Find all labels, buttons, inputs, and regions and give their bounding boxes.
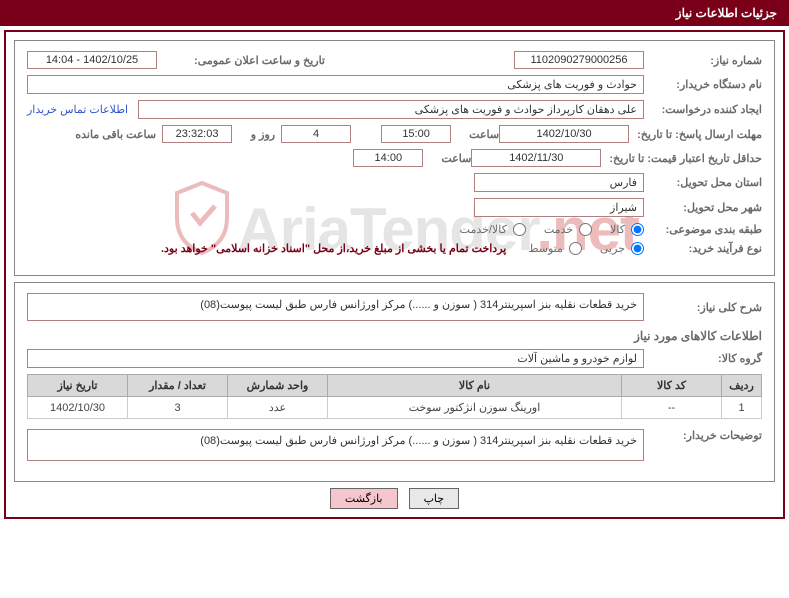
field-ann-date: 1402/10/25 - 14:04 [27,51,157,69]
th-unit: واحد شمارش [228,375,328,397]
goods-table: ردیف کد کالا نام کالا واحد شمارش تعداد /… [27,374,762,419]
label-ann-date: تاریخ و ساعت اعلان عمومی: [165,54,325,67]
radio-medium[interactable] [569,242,582,255]
label-price-validity: حداقل تاریخ اعتبار قیمت: تا تاریخ: [609,152,762,165]
cell-qty: 3 [128,397,228,419]
label-goods-group: گروه کالا: [652,352,762,365]
th-row: ردیف [722,375,762,397]
print-button[interactable]: چاپ [409,488,460,509]
table-row: 1 -- اورینگ سوزن انژکتور سوخت عدد 3 1402… [28,397,762,419]
label-hour-1: ساعت [459,128,499,141]
cell-need-date: 1402/10/30 [28,397,128,419]
field-city: شیراز [474,198,644,217]
label-hour-2: ساعت [431,152,471,165]
goods-info-title: اطلاعات کالاهای مورد نیاز [27,329,762,343]
label-reply-deadline: مهلت ارسال پاسخ: تا تاریخ: [637,128,762,141]
cell-unit: عدد [228,397,328,419]
field-province: فارس [474,173,644,192]
label-req-no: شماره نیاز: [652,54,762,67]
label-buyer-org: نام دستگاه خریدار: [652,78,762,91]
back-button[interactable]: بازگشت [330,488,398,509]
label-city: شهر محل تحویل: [652,201,762,214]
label-province: استان محل تحویل: [652,176,762,189]
field-goods-group: لوازم خودرو و ماشین آلات [27,349,644,368]
th-need-date: تاریخ نیاز [28,375,128,397]
th-code: کد کالا [622,375,722,397]
field-reply-time: 15:00 [381,125,451,143]
field-overall-desc: خرید قطعات نقلیه بنز اسپرینتر314 ( سوزن … [27,293,644,321]
field-reply-date: 1402/10/30 [499,125,629,143]
radio-service[interactable] [579,223,592,236]
payment-note: پرداخت تمام یا بخشی از مبلغ خرید،از محل … [27,242,506,255]
label-subject-class: طبقه بندی موضوعی: [652,223,762,236]
goods-section: شرح کلی نیاز: خرید قطعات نقلیه بنز اسپری… [14,282,775,482]
field-requester: علی دهقان کارپرداز حوادث و فوریت های پزش… [138,100,644,119]
radio-group-proc: جزیی متوسط [514,242,644,255]
cell-name: اورینگ سوزن انژکتور سوخت [328,397,622,419]
radio-partial[interactable] [631,242,644,255]
label-buyer-notes: توضیحات خریدار: [652,429,762,442]
radio-both[interactable] [513,223,526,236]
field-time-left: 23:32:03 [162,125,232,143]
th-qty: تعداد / مقدار [128,375,228,397]
field-buyer-notes: خرید قطعات نقلیه بنز اسپرینتر314 ( سوزن … [27,429,644,461]
details-section: شماره نیاز: 1102090279000256 تاریخ و ساع… [14,40,775,276]
radio-label-partial: جزیی [600,242,625,255]
radio-label-medium: متوسط [528,242,563,255]
title-bar: جزئیات اطلاعات نیاز [0,0,789,26]
label-hours-left: ساعت باقی مانده [66,128,156,141]
radio-goods[interactable] [631,223,644,236]
th-name: نام کالا [328,375,622,397]
label-requester: ایجاد کننده درخواست: [652,103,762,116]
label-days-and: روز و [240,128,275,141]
field-valid-time: 14:00 [353,149,423,167]
radio-label-both: کالا/خدمت [460,223,507,236]
field-valid-date: 1402/11/30 [471,149,601,167]
label-purchase-type: نوع فرآیند خرید: [652,242,762,255]
field-days-left: 4 [281,125,351,143]
cell-row: 1 [722,397,762,419]
contact-link[interactable]: اطلاعات تماس خریدار [27,103,128,116]
label-overall-desc: شرح کلی نیاز: [652,301,762,314]
field-req-no: 1102090279000256 [514,51,644,69]
radio-label-goods: کالا [610,223,625,236]
radio-label-service: خدمت [544,223,573,236]
radio-group-class: کالا خدمت کالا/خدمت [446,223,644,236]
main-container: شماره نیاز: 1102090279000256 تاریخ و ساع… [4,30,785,519]
cell-code: -- [622,397,722,419]
field-buyer-org: حوادث و فوریت های پزشکی [27,75,644,94]
button-bar: چاپ بازگشت [14,488,775,509]
